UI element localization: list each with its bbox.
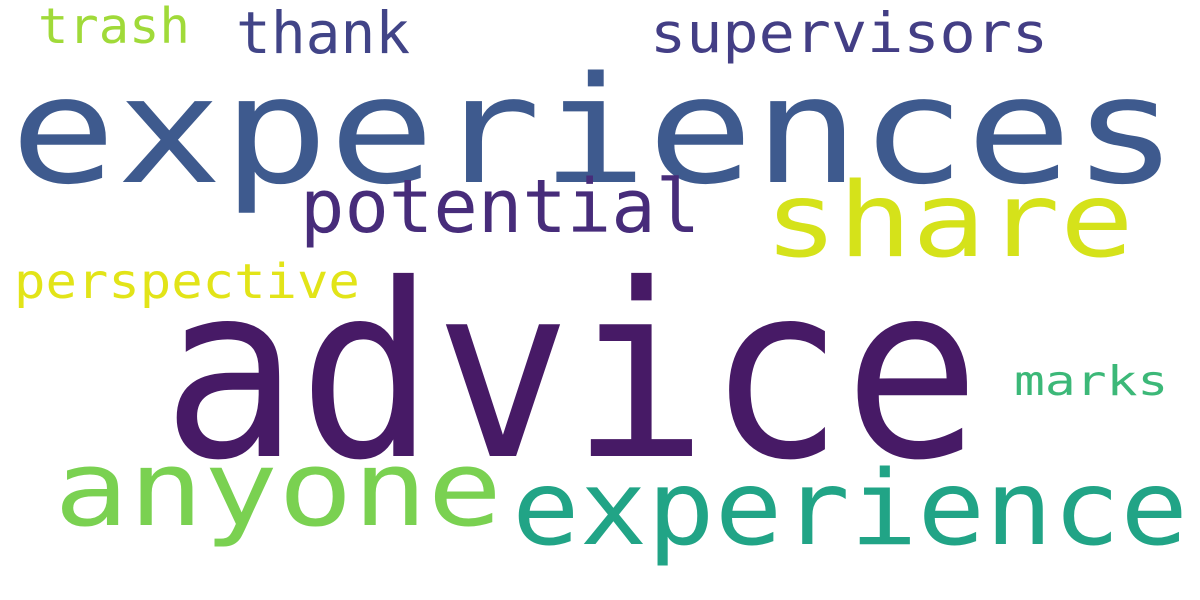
word-thank: thank [236,0,411,67]
word-supervisors: supervisors [650,0,1049,65]
word-potential: potential [300,164,701,251]
word-experiences: experiences [10,44,1179,217]
word-perspective: perspective [14,254,360,311]
word-advice: advice [162,231,981,513]
word-share: share [764,161,1134,282]
word-trash: trash [38,0,190,56]
word-experience: experience [512,449,1188,570]
word-anyone: anyone [54,428,503,551]
word-marks: marks [1014,356,1169,405]
